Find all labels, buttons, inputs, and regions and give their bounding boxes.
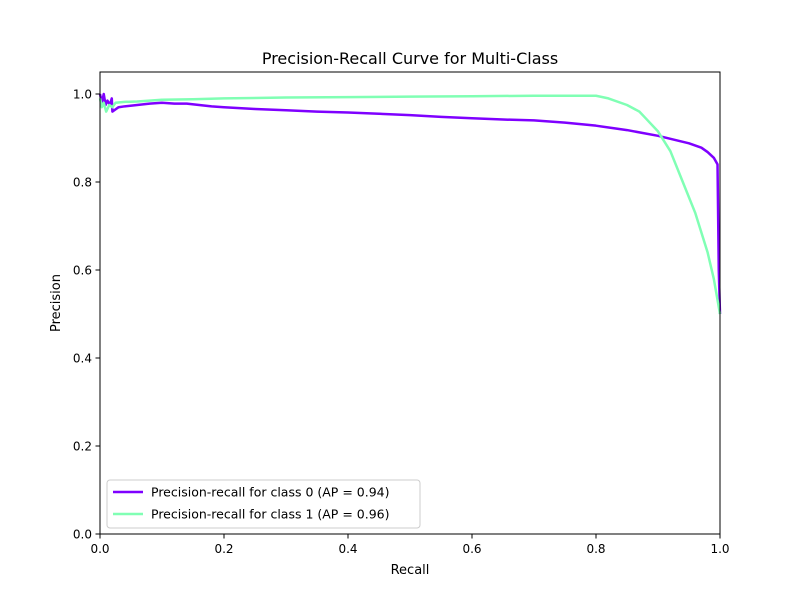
legend-label-class-0: Precision-recall for class 0 (AP = 0.94) <box>151 485 389 500</box>
y-tick-label: 0.4 <box>73 352 92 366</box>
x-tick-label: 0.8 <box>586 542 605 556</box>
series-line-class-1 <box>98 94 722 315</box>
series-line-class-0 <box>98 92 722 315</box>
series-layer <box>98 92 722 315</box>
y-tick-label: 1.0 <box>73 88 92 102</box>
x-tick-label: 0.4 <box>338 542 357 556</box>
x-axis-label: Recall <box>391 563 430 578</box>
x-axis-ticks: 0.0 0.2 0.4 0.6 0.8 1.0 <box>90 534 730 556</box>
x-tick-label: 1.0 <box>710 542 729 556</box>
y-tick-label: 0.2 <box>73 440 92 454</box>
y-axis-label: Precision <box>49 274 64 332</box>
legend-label-class-1: Precision-recall for class 1 (AP = 0.96) <box>151 507 389 522</box>
y-tick-label: 0.0 <box>73 528 92 542</box>
legend-box <box>106 479 421 529</box>
x-tick-label: 0.0 <box>90 542 109 556</box>
chart-title: Precision-Recall Curve for Multi-Class <box>262 49 558 68</box>
x-tick-label: 0.6 <box>462 542 481 556</box>
plot-frame <box>99 71 721 535</box>
x-tick-label: 0.2 <box>214 542 233 556</box>
y-tick-label: 0.8 <box>73 176 92 190</box>
y-tick-label: 0.6 <box>73 264 92 278</box>
legend: Precision-recall for class 0 (AP = 0.94)… <box>106 479 421 529</box>
y-axis-ticks: 0.0 0.2 0.4 0.6 0.8 1.0 <box>73 88 100 542</box>
